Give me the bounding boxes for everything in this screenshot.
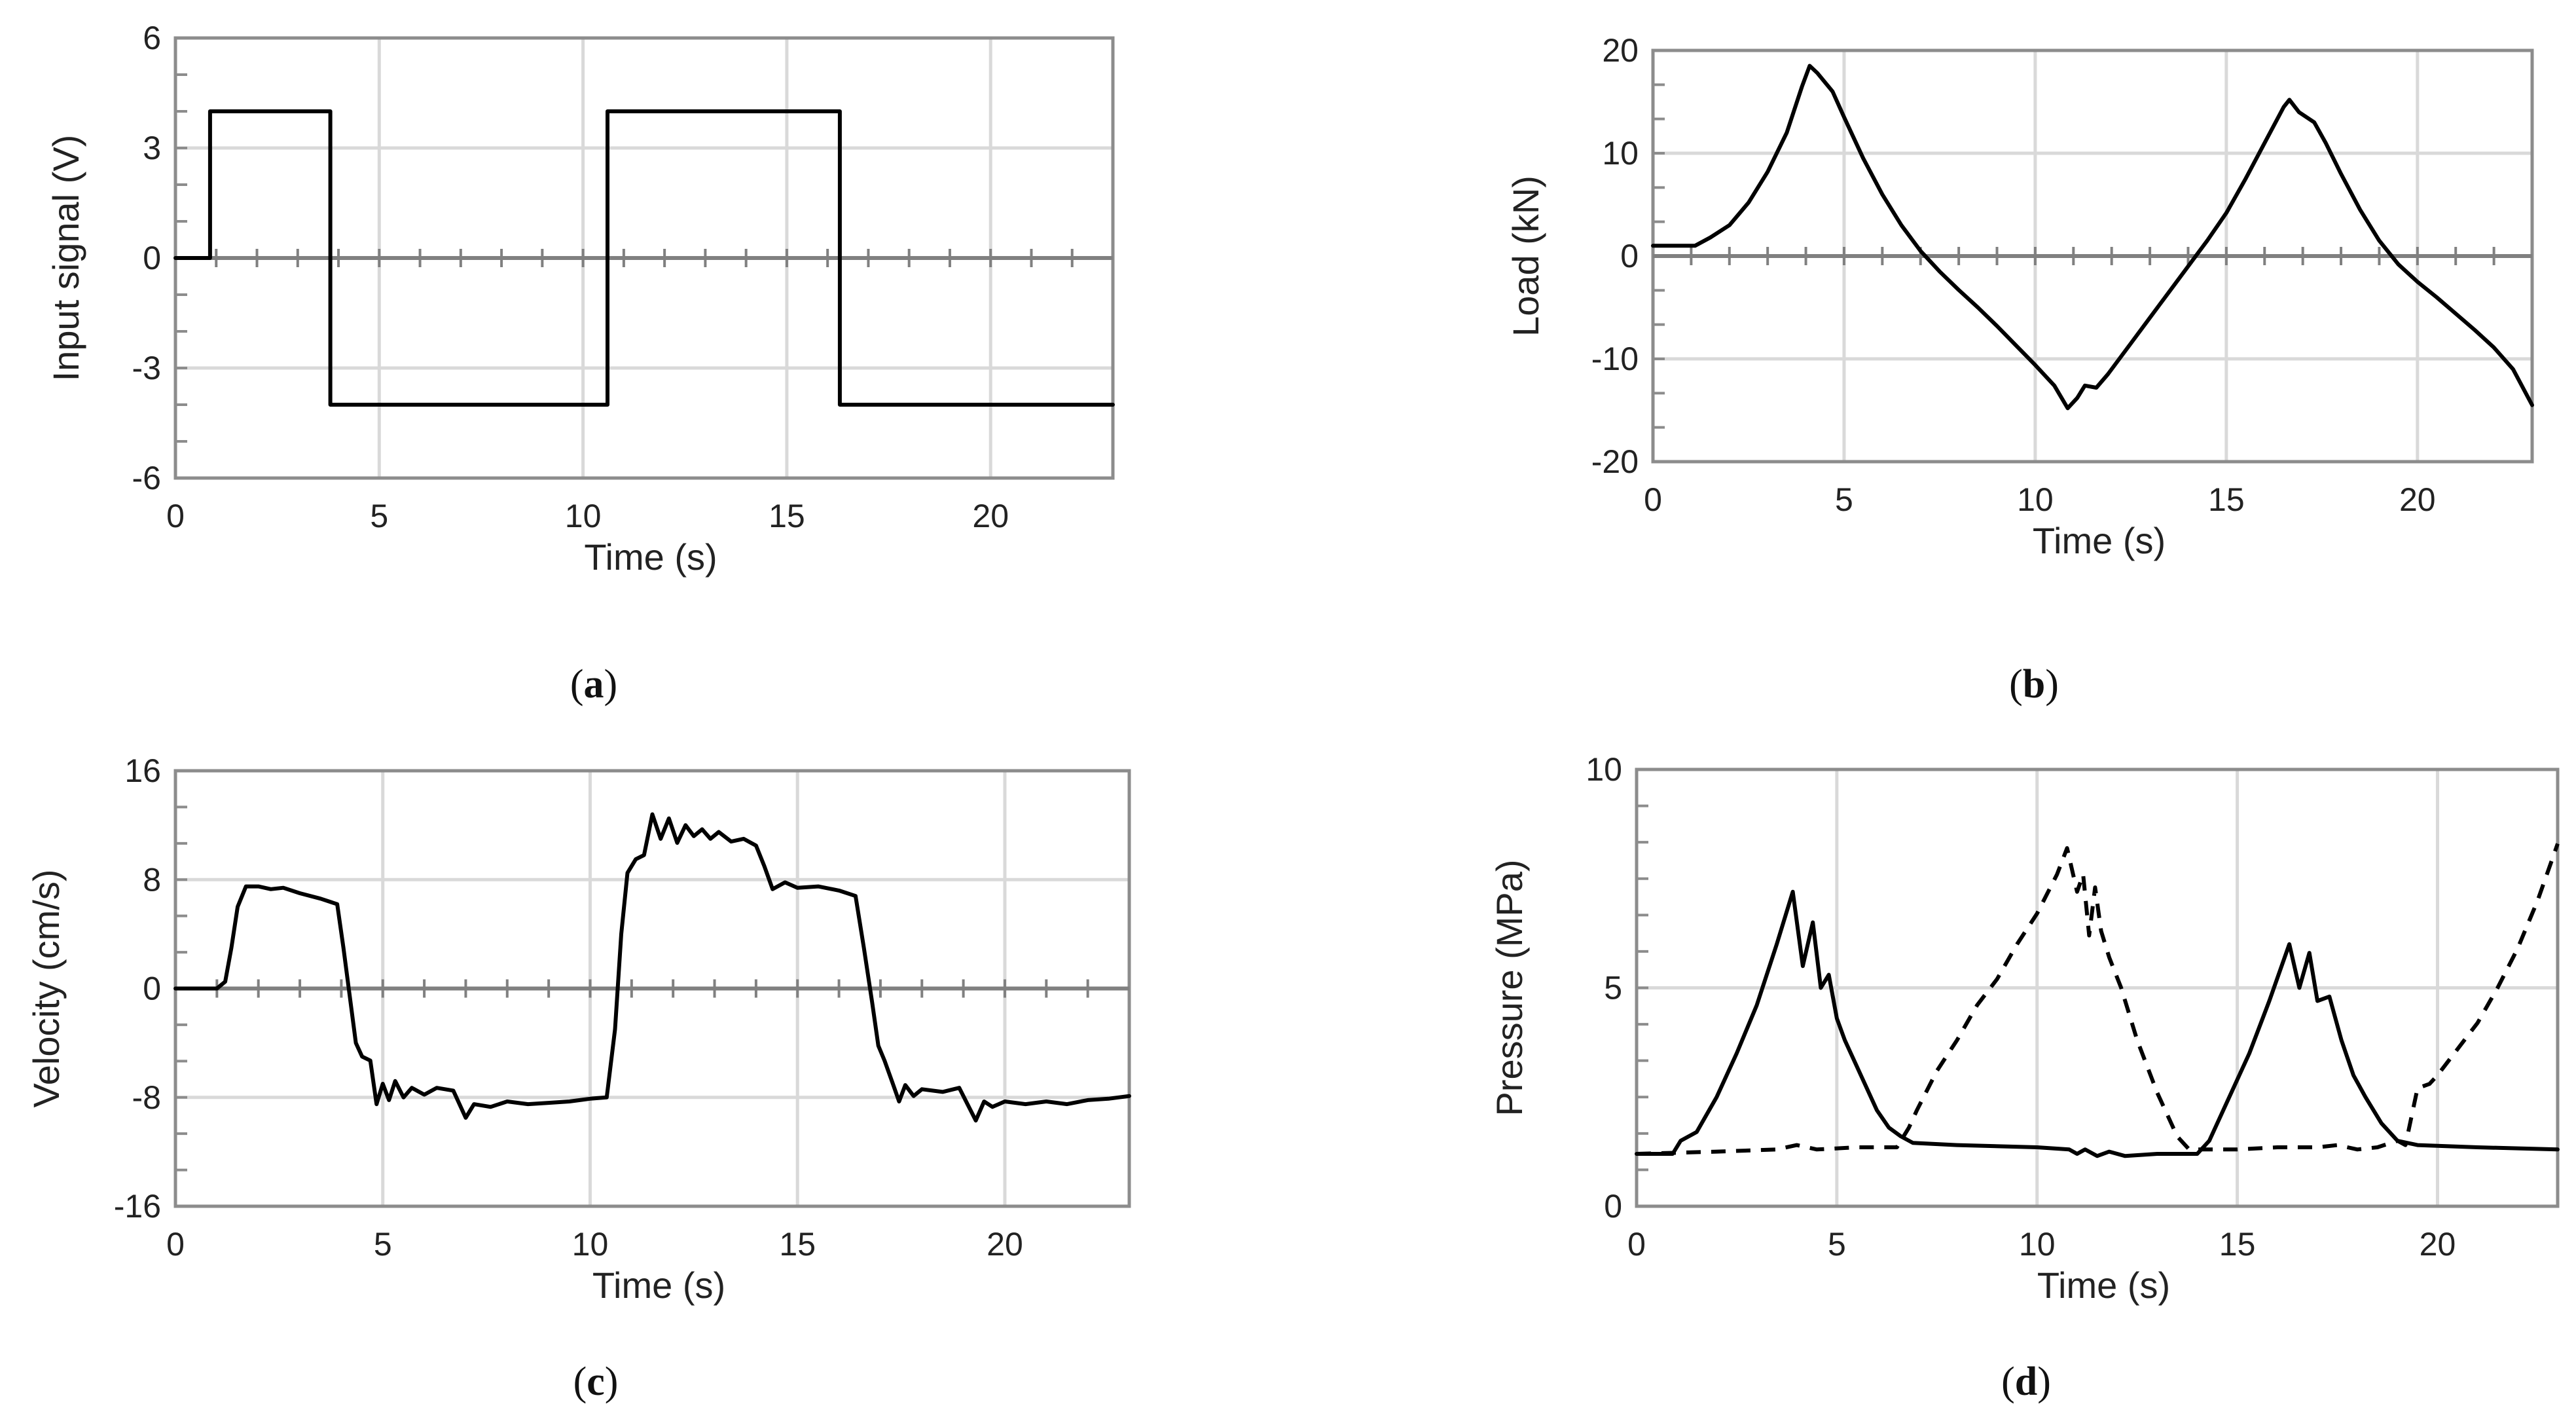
chart-panel-b: 0 5 10 15 20 -20 -10 0 10 20 Time (s) Load (kN) (b) bbox=[1505, 32, 2534, 707]
y-tick-label: -3 bbox=[132, 350, 161, 386]
x-axis-title: Time (s) bbox=[2037, 1265, 2170, 1306]
x-tick-label: 15 bbox=[2219, 1226, 2256, 1263]
x-tick-label: 10 bbox=[2019, 1226, 2056, 1263]
y-tick-label: -16 bbox=[114, 1188, 161, 1225]
x-tick-label: 5 bbox=[1828, 1226, 1846, 1263]
y-tick-label: -6 bbox=[132, 460, 161, 496]
series-line-1 bbox=[1651, 64, 2534, 411]
y-tick-label: 10 bbox=[1586, 751, 1622, 788]
y-tick-label: 5 bbox=[1604, 970, 1622, 1007]
y-tick-label: 8 bbox=[143, 861, 161, 898]
series-line-1 bbox=[173, 812, 1131, 1123]
y-tick-label: 10 bbox=[1602, 135, 1639, 172]
x-tick-label: 15 bbox=[779, 1226, 816, 1263]
y-tick-label: 0 bbox=[143, 240, 161, 276]
y-tick-label: 0 bbox=[1620, 238, 1639, 274]
y-axis-title: Pressure (MPa) bbox=[1489, 859, 1530, 1116]
y-axis-title: Velocity (cm/s) bbox=[26, 869, 67, 1107]
y-tick-label: 0 bbox=[1604, 1188, 1622, 1225]
chart-panel-a: 0 5 10 15 20 -6 -3 0 3 6 Time (s) Input signal (V) (… bbox=[45, 20, 1115, 707]
panel-caption: (b) bbox=[2009, 662, 2059, 707]
x-tick-label: 0 bbox=[1627, 1226, 1646, 1263]
y-tick-label: 16 bbox=[124, 752, 161, 789]
x-tick-label: 15 bbox=[2208, 481, 2245, 518]
x-tick-label: 0 bbox=[166, 1226, 185, 1263]
x-tick-label: 20 bbox=[2420, 1226, 2456, 1263]
x-tick-label: 15 bbox=[769, 498, 805, 534]
panel-caption: (a) bbox=[570, 662, 617, 707]
x-tick-label: 0 bbox=[1644, 481, 1662, 518]
x-tick-label: 20 bbox=[2399, 481, 2436, 518]
panel-caption: (d) bbox=[2001, 1359, 2051, 1404]
series-line-2 bbox=[1636, 843, 2560, 1156]
y-axis-title: Load (kN) bbox=[1505, 176, 1546, 337]
x-tick-label: 10 bbox=[565, 498, 602, 534]
series-line-1 bbox=[173, 109, 1115, 407]
y-tick-label: -8 bbox=[132, 1079, 161, 1116]
y-tick-label: 20 bbox=[1602, 32, 1639, 69]
x-axis-title: Time (s) bbox=[592, 1265, 725, 1306]
series-line-1 bbox=[1635, 889, 2560, 1158]
x-tick-label: 5 bbox=[374, 1226, 392, 1263]
y-tick-label: 0 bbox=[143, 970, 161, 1007]
chart-panel-c: 0 5 10 15 20 -16 -8 0 8 16 Time (s) Velocity (cm/s)… bbox=[26, 752, 1131, 1404]
panel-caption: (c) bbox=[573, 1359, 619, 1404]
x-tick-label: 0 bbox=[166, 498, 185, 534]
x-tick-label: 10 bbox=[2017, 481, 2054, 518]
x-tick-label: 20 bbox=[987, 1226, 1023, 1263]
x-tick-label: 10 bbox=[572, 1226, 609, 1263]
y-tick-label: -20 bbox=[1591, 443, 1639, 480]
y-axis-title: Input signal (V) bbox=[45, 135, 86, 382]
y-tick-label: -10 bbox=[1591, 341, 1639, 377]
x-tick-label: 5 bbox=[1835, 481, 1853, 518]
x-tick-label: 5 bbox=[370, 498, 388, 534]
y-tick-label: 6 bbox=[143, 20, 161, 56]
x-axis-title: Time (s) bbox=[2033, 520, 2166, 561]
x-axis-title: Time (s) bbox=[584, 536, 717, 578]
y-tick-label: 3 bbox=[143, 130, 161, 166]
x-tick-label: 20 bbox=[972, 498, 1009, 534]
